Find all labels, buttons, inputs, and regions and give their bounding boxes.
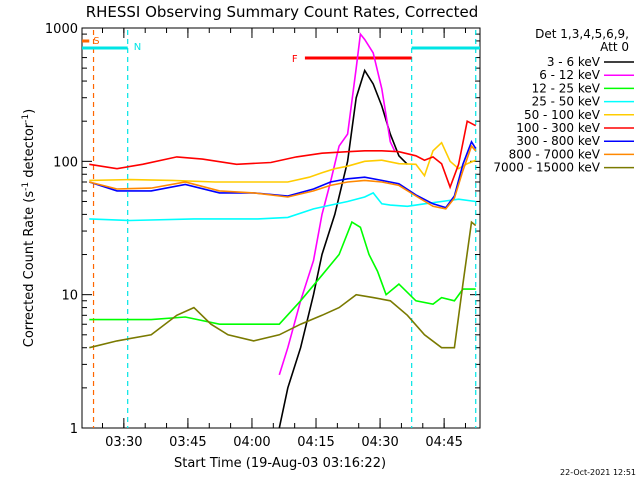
series-line-2 [89,220,476,326]
x-axis-label: Start Time (19-Aug-03 03:16:22) [174,456,386,471]
chart-title: RHESSI Observing Summary Count Rates, Co… [86,3,479,21]
series-lines [89,32,477,428]
legend-label-6: 300 - 800 keV [516,134,600,148]
y-axis-ticks: 1 10 100 1000 [45,22,480,437]
legend-label-2: 12 - 25 keV [532,81,601,95]
footer-date: 22-Oct-2021 12:51 [560,468,636,477]
annotations: S N F [82,30,480,428]
plot-frame [81,27,481,429]
legend-label-1: 6 - 12 keV [539,68,601,82]
series-line-6 [89,140,477,209]
series-line-1 [278,32,396,376]
x-tick-label: 04:15 [297,435,334,450]
s-label: S [93,36,99,47]
legend-label-3: 25 - 50 keV [532,95,601,109]
plot-area: 1 10 100 1000 03:30 03:45 04:00 04:15 04:30 04:4… [45,22,481,450]
x-tick-label: 04:00 [233,435,270,450]
x-tick-label: 04:45 [425,435,462,450]
legend-label-7: 800 - 7000 keV [509,147,601,161]
n-label: N [134,42,141,53]
y-tick-label: 100 [53,155,78,170]
legend-label-0: 3 - 6 keV [547,55,601,69]
x-tick-label: 03:30 [105,435,142,450]
y-tick-label: 1000 [45,22,78,37]
y-axis-label-end: ) [22,109,37,114]
y-axis-label-mid: detector [22,122,37,182]
series-line-5 [89,119,477,190]
series-line-7 [89,144,477,210]
series-line-4 [89,141,477,183]
legend-label-8: 7000 - 15000 keV [493,161,600,175]
y-axis-label-sup1: -1 [21,182,31,191]
y-axis-label-sup2: -1 [21,114,31,123]
legend-label-4: 50 - 100 keV [524,108,601,122]
x-axis-ticks: 03:30 03:45 04:00 04:15 04:30 04:45 [101,28,466,450]
legend-label-5: 100 - 300 keV [516,121,600,135]
legend-header-line1: Det 1,3,4,5,6,9, [535,27,629,41]
f-label: F [292,54,298,65]
y-tick-label: 1 [70,422,78,437]
y-axis-label: Corrected Count Rate (s-1 detector-1) [21,109,37,347]
y-tick-label: 10 [61,289,78,304]
legend-header-line2: Att 0 [600,40,629,54]
x-tick-label: 04:30 [361,435,398,450]
series-line-8 [89,220,477,349]
y-axis-label-main: Corrected Count Rate (s [22,191,37,348]
x-tick-label: 03:45 [169,435,206,450]
